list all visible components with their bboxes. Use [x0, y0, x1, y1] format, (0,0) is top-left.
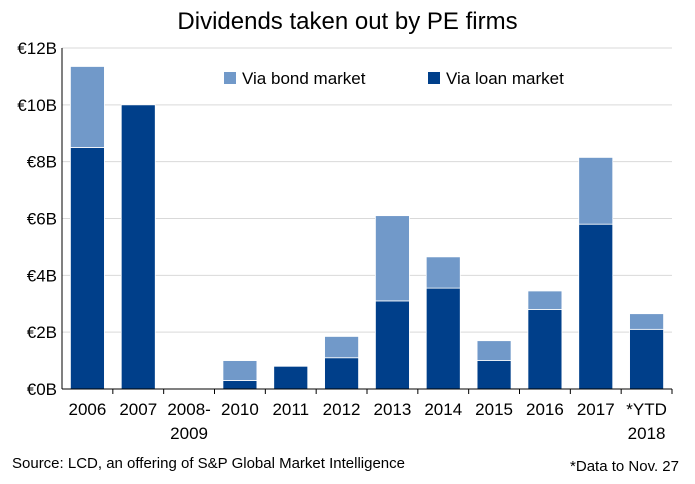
x-tick-label: 2013: [374, 400, 412, 419]
bars: [70, 66, 664, 390]
y-tick-label: €8B: [27, 153, 57, 172]
bar-via-bond-market: [324, 336, 359, 359]
legend-swatch: [224, 72, 236, 84]
y-tick-label: €0B: [27, 380, 57, 399]
x-tick-label: 2009: [170, 424, 208, 443]
chart-title: Dividends taken out by PE firms: [177, 8, 518, 35]
x-tick-label: 2006: [69, 400, 107, 419]
bar-via-loan-market: [70, 147, 105, 390]
x-tick-label: 2018: [628, 424, 666, 443]
x-tick-label: 2014: [424, 400, 462, 419]
bar-via-loan-market: [222, 380, 258, 390]
x-tick-label: *YTD: [626, 400, 667, 419]
axes: €0B €2B €4B €6B €8B €10B €12B 2006 2007 2008- 2009…: [17, 39, 673, 443]
legend-label: Via bond market: [242, 69, 366, 88]
bar-via-loan-market: [629, 328, 664, 390]
x-tick-label: 2011: [272, 400, 309, 419]
y-tick-label: €4B: [27, 266, 57, 285]
bar-via-bond-market: [222, 360, 258, 381]
footnote: *Data to Nov. 27: [570, 458, 679, 475]
y-tick-label: €10B: [17, 96, 57, 115]
bar-via-loan-market: [120, 104, 156, 390]
x-tick-label: 2016: [526, 400, 564, 419]
legend-swatch: [428, 72, 440, 84]
bar-via-bond-market: [70, 66, 105, 148]
x-tick-label: 2017: [577, 400, 615, 419]
bar-via-bond-market: [629, 313, 664, 330]
bar-via-bond-market: [425, 256, 461, 289]
bar-via-bond-market: [578, 157, 614, 225]
y-tick-label: €2B: [27, 323, 57, 342]
y-tick-label: €12B: [17, 39, 57, 58]
bar-via-loan-market: [375, 300, 410, 390]
x-tick-label: 2012: [323, 400, 361, 419]
x-tick-label: 2015: [475, 400, 513, 419]
source-note: Source: LCD, an offering of S&P Global M…: [12, 455, 405, 472]
bar-via-loan-market: [273, 365, 309, 390]
bar-via-loan-market: [476, 360, 512, 390]
bar-via-loan-market: [578, 223, 614, 390]
bar-via-loan-market: [425, 287, 461, 390]
bar-via-bond-market: [375, 215, 410, 302]
x-tick-label: 2010: [221, 400, 259, 419]
x-tick-label: 2007: [119, 400, 157, 419]
y-tick-label: €6B: [27, 210, 57, 229]
bar-via-loan-market: [527, 309, 563, 390]
gridlines: [62, 47, 672, 333]
bar-via-loan-market: [324, 357, 359, 390]
bar-via-bond-market: [476, 340, 512, 361]
legend-label: Via loan market: [446, 69, 564, 88]
bar-via-bond-market: [527, 290, 563, 310]
x-tick-label: 2008-: [167, 400, 210, 419]
legend: Via bond market Via loan market: [224, 69, 564, 88]
